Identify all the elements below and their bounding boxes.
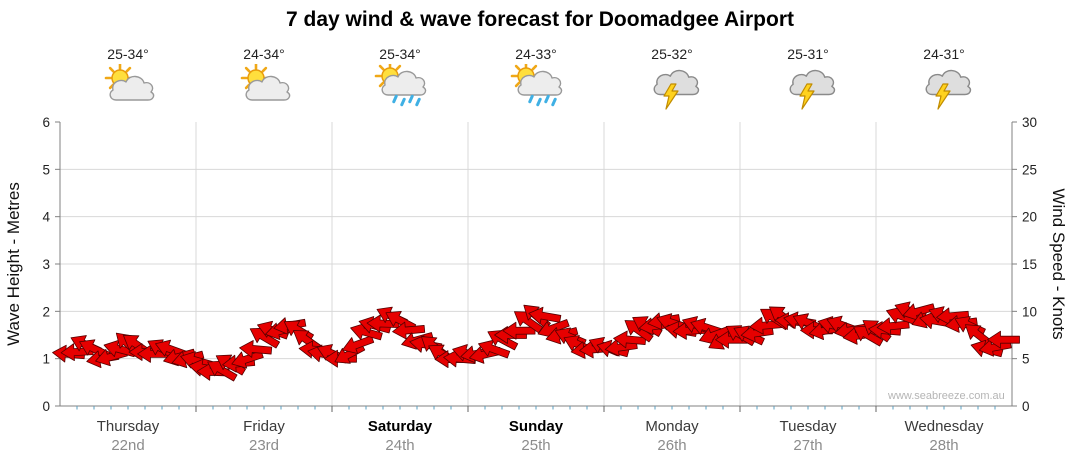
wind-arrow bbox=[902, 303, 936, 321]
wind-arrow bbox=[528, 306, 562, 325]
wind-arrow bbox=[936, 307, 970, 326]
x-axis-day: Wednesday 28th bbox=[876, 417, 1012, 456]
right-axis-tick-label: 15 bbox=[1022, 257, 1037, 272]
day-name-label: Monday bbox=[645, 418, 699, 435]
page-title: 7 day wind & wave forecast for Doomadgee… bbox=[286, 8, 794, 31]
day-column: 25-34° bbox=[332, 46, 468, 112]
wind-arrow bbox=[513, 311, 544, 334]
x-axis-day: Thursday 22nd bbox=[60, 417, 196, 456]
wind-arrow bbox=[239, 340, 273, 358]
day-date-label: 22nd bbox=[111, 437, 145, 454]
day-column: 24-31° bbox=[876, 46, 1012, 112]
weather-icon-partly-cloudy bbox=[60, 62, 196, 112]
day-temp-range: 24-33° bbox=[515, 46, 557, 62]
day-temp-range: 25-34° bbox=[379, 46, 421, 62]
weather-icon-storm bbox=[876, 64, 1012, 112]
day-column: 25-31° bbox=[740, 46, 876, 112]
left-axis-tick-label: 4 bbox=[42, 210, 50, 225]
wind-arrow bbox=[385, 310, 417, 332]
left-axis-tick-label: 3 bbox=[42, 257, 50, 272]
weather-icon-sun-showers bbox=[332, 60, 468, 112]
day-name-label: Tuesday bbox=[779, 418, 837, 435]
right-axis-tick-label: 10 bbox=[1022, 304, 1037, 319]
x-axis-day: Sunday 25th bbox=[468, 417, 604, 456]
left-axis-tick-label: 0 bbox=[42, 399, 50, 414]
weather-icon-partly-cloudy bbox=[196, 62, 332, 112]
day-column: 24-34° bbox=[196, 46, 332, 112]
day-name-label: Wednesday bbox=[904, 418, 984, 435]
day-date-label: 24th bbox=[385, 437, 415, 454]
wind-arrow bbox=[207, 360, 238, 382]
day-temp-range: 25-31° bbox=[787, 46, 829, 62]
day-name-label: Friday bbox=[243, 418, 285, 435]
day-temp-range: 24-34° bbox=[243, 46, 285, 62]
wind-arrow bbox=[392, 321, 426, 340]
left-axis-tick-label: 5 bbox=[42, 162, 50, 177]
left-axis-tick-label: 2 bbox=[42, 304, 50, 319]
x-axis-day: Friday 23rd bbox=[196, 417, 332, 456]
day-date-label: 23rd bbox=[248, 437, 280, 454]
day-date-label: 26th bbox=[657, 437, 687, 454]
right-axis-tick-label: 30 bbox=[1022, 115, 1037, 130]
right-axis-tick-label: 25 bbox=[1022, 162, 1037, 177]
day-name-label: Thursday bbox=[96, 418, 160, 435]
wind-arrow bbox=[987, 330, 1020, 349]
wind-arrow bbox=[350, 322, 383, 341]
wind-arrow bbox=[478, 339, 511, 359]
weather-icon-storm bbox=[604, 64, 740, 112]
x-axis-day: Monday 26th bbox=[604, 417, 740, 456]
wind-arrow bbox=[249, 327, 280, 349]
day-temp-range: 25-32° bbox=[651, 46, 693, 62]
left-axis-tick-label: 1 bbox=[42, 352, 50, 367]
right-axis-tick-label: 5 bbox=[1022, 352, 1030, 367]
x-axis-day: Tuesday 27th bbox=[740, 417, 876, 456]
day-column: 24-33° bbox=[468, 46, 604, 112]
left-axis-title: Wave Height - Metres bbox=[4, 182, 23, 346]
day-name-label: Saturday bbox=[367, 418, 433, 435]
weather-icon-storm bbox=[740, 64, 876, 112]
left-axis-tick-label: 6 bbox=[42, 115, 50, 130]
day-name-label: Sunday bbox=[508, 418, 564, 435]
day-column: 25-34° bbox=[60, 46, 196, 112]
day-temp-range: 24-31° bbox=[923, 46, 965, 62]
x-axis-day: Saturday 24th bbox=[332, 417, 468, 456]
right-axis-title: Wind Speed - Knots bbox=[1049, 188, 1068, 340]
day-date-label: 27th bbox=[793, 437, 823, 454]
right-axis-tick-label: 0 bbox=[1022, 399, 1030, 414]
wind-arrow bbox=[624, 320, 654, 343]
watermark: www.seabreeze.com.au bbox=[888, 390, 1005, 402]
right-axis-tick-label: 20 bbox=[1022, 210, 1037, 225]
day-date-label: 25th bbox=[521, 437, 551, 454]
day-temp-range: 25-34° bbox=[107, 46, 149, 62]
day-date-label: 28th bbox=[929, 437, 959, 454]
day-column: 25-32° bbox=[604, 46, 740, 112]
